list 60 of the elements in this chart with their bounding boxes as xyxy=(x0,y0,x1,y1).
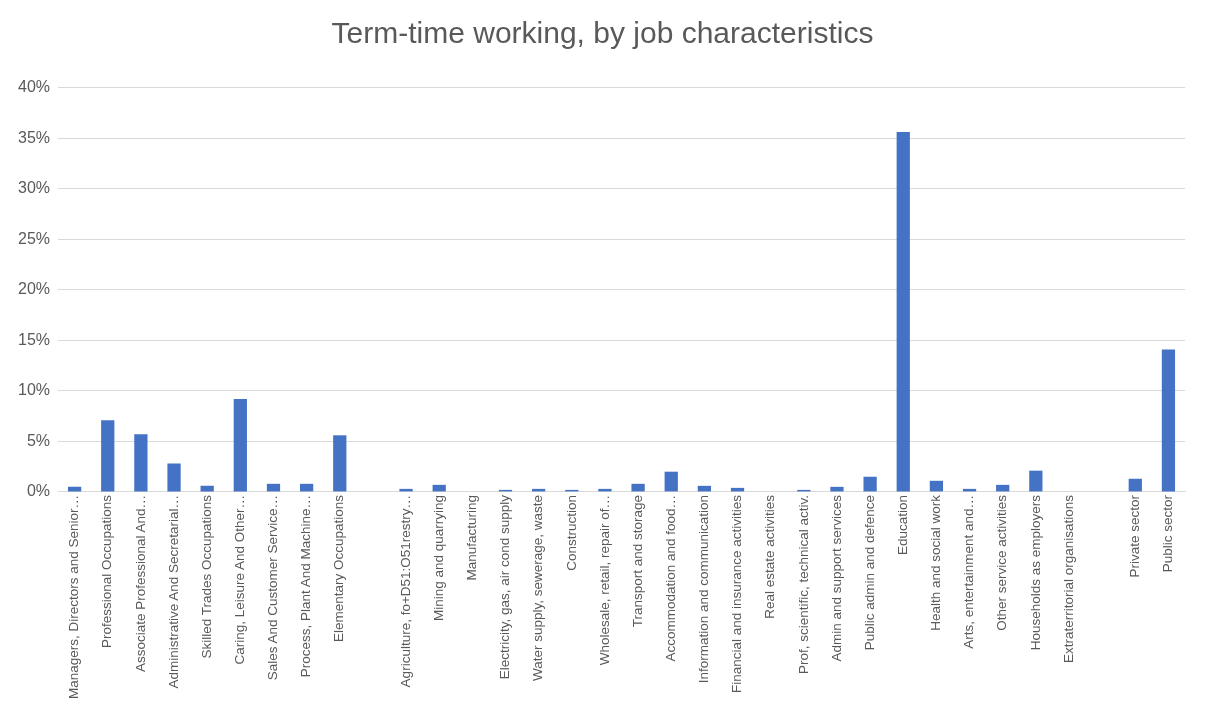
x-tick-label: Arts, entertainment and… xyxy=(961,494,977,649)
x-tick-label: Private sector xyxy=(1127,494,1142,578)
y-tick-label: 0% xyxy=(26,482,51,500)
x-tick-label: Water supply, sewerage, waste xyxy=(530,494,546,682)
bar xyxy=(432,484,446,492)
x-tick-label: Accommodation and food… xyxy=(662,494,678,662)
x-tick-label: Administrative And Secretarial… xyxy=(165,494,181,689)
x-tick-label: Transport and storage xyxy=(629,494,645,628)
x-tick-label: Prof, scientific, technical activ. xyxy=(795,494,811,674)
x-tick-label: Agriculture, fo+D51:O51restry… xyxy=(397,494,413,688)
y-tick-label: 35% xyxy=(17,128,51,146)
x-tick-label: Manufacturing xyxy=(464,494,480,581)
x-tick-label: Public admin and defence xyxy=(861,494,877,651)
bar xyxy=(333,435,347,492)
x-tick-label: Other service activities xyxy=(994,494,1010,631)
x-tick-label: Information and communication xyxy=(696,494,712,684)
x-tick-label: Skilled Trades Occupations xyxy=(198,494,214,659)
x-tick-label: Wholesale, retail, repair of… xyxy=(596,494,612,666)
bar xyxy=(266,483,281,492)
x-tick-label: Extraterritorial organisations xyxy=(1060,494,1076,663)
x-tick-label: Managers, Directors and Senior… xyxy=(66,494,82,700)
x-tick-label: Health and social work xyxy=(928,494,944,631)
y-tick-label: 20% xyxy=(17,280,51,298)
bar xyxy=(167,463,181,492)
x-tick-label: Mining and quarrying xyxy=(430,494,446,621)
y-tick-label: 10% xyxy=(17,381,51,399)
bar xyxy=(863,476,877,492)
bar xyxy=(101,420,115,492)
bar xyxy=(996,484,1010,492)
x-tick-label: Process, Plant And Machine… xyxy=(298,494,314,678)
bar xyxy=(664,471,678,492)
chart-title: Term-time working, by job characteristics xyxy=(330,16,875,50)
x-tick-label: Caring, Leisure And Other… xyxy=(232,494,248,665)
y-tick-label: 40% xyxy=(17,78,51,96)
bar xyxy=(1029,470,1043,492)
bar xyxy=(631,483,645,492)
bar xyxy=(134,434,148,492)
x-tick-label: Education xyxy=(894,494,910,555)
x-tick-label: Elementary Occupations xyxy=(331,494,347,642)
bar xyxy=(929,480,944,492)
x-tick-label: Construction xyxy=(563,494,579,571)
x-tick-label: Households as employers xyxy=(1027,494,1043,651)
x-tick-label: Associate Professional And… xyxy=(132,494,148,673)
x-tick-label: Professional Occupations xyxy=(99,494,115,649)
bar xyxy=(1161,349,1176,492)
x-tick-label: Real estate activities xyxy=(762,494,778,619)
bar xyxy=(830,486,844,492)
y-tick-label: 15% xyxy=(17,330,51,348)
y-tick-label: 30% xyxy=(17,179,51,197)
x-tick-label: Electricity, gas, air cond supply xyxy=(497,494,513,680)
bar xyxy=(1128,478,1142,492)
x-tick-label: Financial and insurance activities xyxy=(729,494,745,694)
bar xyxy=(299,483,314,492)
y-tick-label: 5% xyxy=(26,431,51,449)
bar xyxy=(233,398,247,492)
x-tick-label: Public sector xyxy=(1160,494,1176,573)
bar xyxy=(896,132,910,492)
x-tick-label: Sales And Customer Service… xyxy=(265,494,281,681)
x-tick-label: Admin and support services xyxy=(828,494,844,662)
y-tick-label: 25% xyxy=(17,229,51,247)
